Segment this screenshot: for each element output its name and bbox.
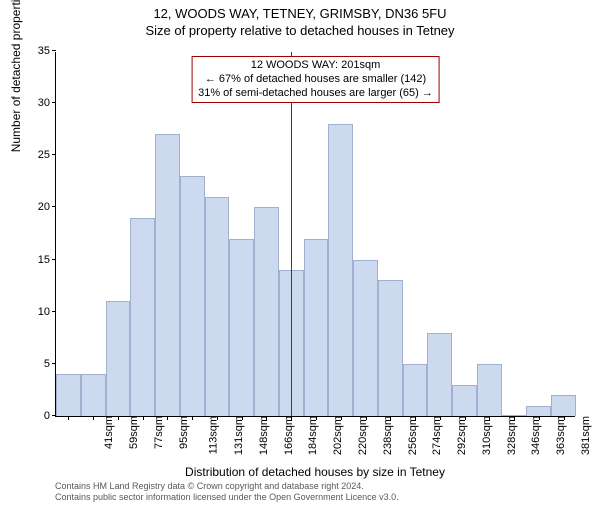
y-tick-mark: [52, 154, 56, 155]
histogram-bar: [81, 374, 106, 416]
x-tick-label: 131sqm: [229, 416, 245, 455]
x-tick-mark: [93, 416, 94, 420]
x-tick-mark: [192, 416, 193, 420]
y-tick-label: 30: [38, 97, 56, 109]
y-tick-label: 0: [44, 410, 56, 422]
x-tick-label: 292sqm: [452, 416, 468, 455]
histogram-bar: [427, 333, 452, 416]
annotation-line2: ← 67% of detached houses are smaller (14…: [198, 73, 433, 87]
y-tick-label: 25: [38, 149, 56, 161]
y-tick-label: 20: [38, 201, 56, 213]
x-tick-mark: [465, 416, 466, 420]
histogram-bar: [205, 197, 230, 416]
x-tick-mark: [514, 416, 515, 420]
x-tick-mark: [242, 416, 243, 420]
x-tick-label: 274sqm: [427, 416, 443, 455]
x-tick-label: 59sqm: [124, 416, 140, 449]
x-tick-mark: [118, 416, 119, 420]
histogram-bar: [526, 406, 551, 416]
y-tick-mark: [52, 311, 56, 312]
x-axis-label: Distribution of detached houses by size …: [185, 465, 445, 479]
histogram-bar: [378, 280, 403, 416]
y-axis-label: Number of detached properties: [9, 0, 23, 152]
histogram-bar: [130, 218, 155, 416]
x-tick-label: 363sqm: [551, 416, 567, 455]
x-tick-mark: [316, 416, 317, 420]
histogram-bar: [180, 176, 205, 416]
x-tick-label: 166sqm: [279, 416, 295, 455]
x-tick-label: 220sqm: [353, 416, 369, 455]
x-tick-mark: [68, 416, 69, 420]
x-tick-label: 148sqm: [254, 416, 270, 455]
x-tick-label: 113sqm: [204, 416, 220, 454]
x-tick-label: 202sqm: [328, 416, 344, 455]
x-tick-mark: [390, 416, 391, 420]
y-tick-label: 5: [44, 358, 56, 370]
histogram-bar: [155, 134, 180, 416]
x-tick-label: 184sqm: [304, 416, 320, 455]
x-tick-mark: [217, 416, 218, 420]
x-tick-label: 381sqm: [576, 416, 592, 455]
chart-title-sub: Size of property relative to detached ho…: [0, 23, 600, 38]
x-tick-label: 310sqm: [477, 416, 493, 455]
plot-area: 0510152025303541sqm59sqm77sqm95sqm113sqm…: [55, 52, 575, 417]
histogram-bar: [56, 374, 81, 416]
histogram-bar: [229, 239, 254, 416]
x-tick-mark: [539, 416, 540, 420]
histogram-bar: [353, 260, 378, 416]
footer-attribution: Contains HM Land Registry data © Crown c…: [55, 481, 399, 502]
chart-title-main: 12, WOODS WAY, TETNEY, GRIMSBY, DN36 5FU: [0, 6, 600, 21]
y-tick-mark: [52, 50, 56, 51]
x-tick-mark: [266, 416, 267, 420]
property-marker-line: [291, 52, 292, 416]
y-tick-mark: [52, 206, 56, 207]
x-tick-mark: [440, 416, 441, 420]
histogram-bar: [304, 239, 329, 416]
y-tick-label: 10: [38, 306, 56, 318]
histogram-bar: [106, 301, 131, 416]
histogram-bar: [477, 364, 502, 416]
chart-container: 0510152025303541sqm59sqm77sqm95sqm113sqm…: [55, 52, 575, 417]
histogram-bar: [254, 207, 279, 416]
y-tick-label: 35: [38, 45, 56, 57]
histogram-bar: [452, 385, 477, 416]
y-tick-label: 15: [38, 254, 56, 266]
x-tick-label: 346sqm: [526, 416, 542, 455]
x-tick-mark: [366, 416, 367, 420]
x-tick-label: 77sqm: [149, 416, 165, 449]
x-tick-label: 256sqm: [403, 416, 419, 455]
x-tick-mark: [341, 416, 342, 420]
x-tick-label: 95sqm: [174, 416, 190, 449]
histogram-bar: [328, 124, 353, 416]
histogram-bar: [403, 364, 428, 416]
y-tick-mark: [52, 363, 56, 364]
x-tick-mark: [489, 416, 490, 420]
x-tick-mark: [564, 416, 565, 420]
x-tick-label: 328sqm: [502, 416, 518, 455]
x-tick-mark: [415, 416, 416, 420]
y-tick-mark: [52, 102, 56, 103]
y-tick-mark: [52, 259, 56, 260]
annotation-line3: 31% of semi-detached houses are larger (…: [198, 87, 433, 101]
annotation-line1: 12 WOODS WAY: 201sqm: [198, 59, 433, 73]
footer-line1: Contains HM Land Registry data © Crown c…: [55, 481, 399, 491]
x-tick-label: 238sqm: [378, 416, 394, 455]
x-tick-mark: [167, 416, 168, 420]
histogram-bar: [551, 395, 576, 416]
x-tick-label: 41sqm: [99, 416, 115, 449]
footer-line2: Contains public sector information licen…: [55, 492, 399, 502]
x-tick-mark: [143, 416, 144, 420]
annotation-box: 12 WOODS WAY: 201sqm ← 67% of detached h…: [191, 56, 440, 103]
x-tick-mark: [291, 416, 292, 420]
